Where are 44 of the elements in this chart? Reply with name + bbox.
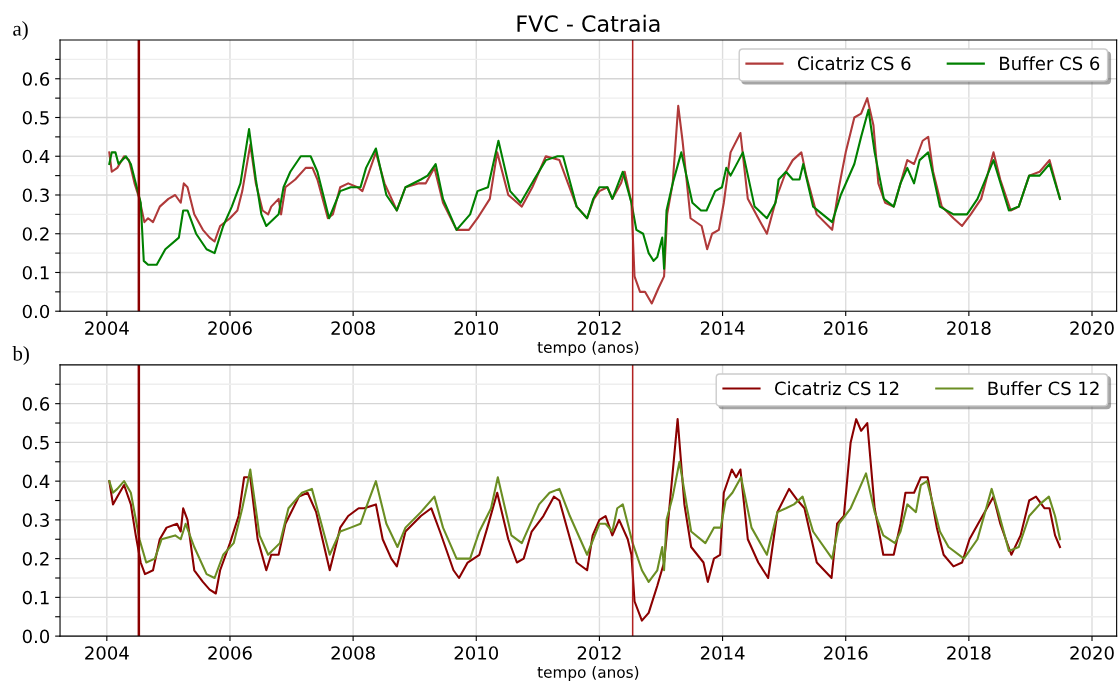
- legend-label: Cicatriz CS 12: [775, 381, 899, 396]
- x-tick-label: 2010: [454, 646, 499, 660]
- y-tick-label: 0.5: [22, 435, 49, 450]
- x-tick-label: 2020: [1070, 321, 1114, 335]
- x-tick-label: 2006: [208, 321, 252, 335]
- legend-label: Buffer CS 6: [1000, 56, 1100, 71]
- x-tick-label: 2014: [700, 646, 745, 660]
- x-tick-label: 2008: [331, 321, 375, 335]
- y-tick-label: 0.2: [22, 227, 49, 241]
- y-tick-label: 0.0: [22, 629, 50, 644]
- y-tick-label: 0.4: [22, 149, 50, 164]
- x-tick-label: 2016: [824, 321, 868, 335]
- y-tick-label: 0.1: [22, 590, 49, 605]
- x-tick-label: 2018: [947, 321, 991, 335]
- chart-title: FVC - Catraia: [517, 14, 660, 32]
- y-tick-label: 0.6: [22, 397, 50, 411]
- x-tick-label: 2018: [947, 646, 991, 660]
- line-series: [108, 108, 1062, 270]
- x-tick-label: 2008: [331, 646, 375, 660]
- y-tick-label: 0.1: [22, 265, 49, 280]
- x-tick-label: 2006: [208, 646, 252, 660]
- text: b): [12, 346, 29, 365]
- line-series: [108, 460, 1062, 583]
- x-tick-label: 2012: [577, 646, 621, 660]
- x-axis-title: tempo (anos): [537, 341, 639, 356]
- x-tick-label: 2014: [700, 321, 745, 335]
- y-tick-label: 0.3: [22, 513, 49, 528]
- x-axis-title: tempo (anos): [537, 666, 639, 681]
- x-tick-label: 2004: [85, 646, 129, 660]
- text: a): [13, 21, 28, 41]
- x-tick-label: 2010: [454, 321, 499, 335]
- x-tick-label: 2020: [1070, 646, 1114, 660]
- x-tick-label: 2016: [824, 646, 868, 660]
- y-tick-label: 0.6: [22, 72, 50, 86]
- legend-label: Cicatriz CS 6: [797, 56, 911, 71]
- line-series: [108, 97, 1062, 305]
- y-tick-label: 0.2: [22, 552, 49, 566]
- x-tick-label: 2012: [577, 321, 621, 335]
- legend-label: Buffer CS 12: [988, 381, 1099, 396]
- y-tick-label: 0.0: [22, 304, 50, 319]
- y-tick-label: 0.4: [22, 474, 50, 489]
- x-tick-label: 2004: [85, 321, 129, 335]
- y-tick-label: 0.5: [22, 110, 49, 125]
- y-tick-label: 0.3: [22, 188, 49, 203]
